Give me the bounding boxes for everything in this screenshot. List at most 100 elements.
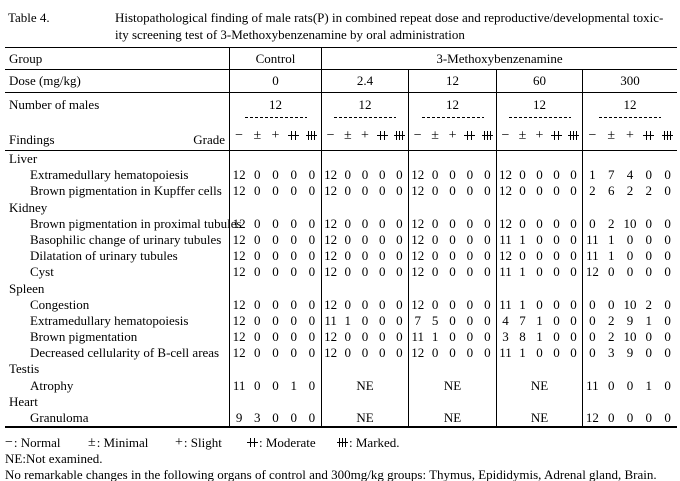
finding-row: Brown pigmentation in proximal tubules 12…	[5, 215, 677, 232]
count-value: 0	[396, 329, 403, 345]
grade-count-cell: 11 1 0 0 0	[321, 312, 408, 330]
count-value: 0	[645, 215, 653, 231]
grade-symbol-slot	[479, 129, 496, 141]
count-value: 0	[308, 248, 316, 264]
grade-count-cell: 12 0 0 0 0	[321, 296, 408, 313]
legend-item-normal: −: Normal	[5, 434, 88, 451]
grade-moderate-icon	[247, 437, 258, 449]
count-value: 1	[290, 377, 297, 393]
count-value: 0	[449, 231, 456, 247]
finding-row: Granuloma 9 3 0 0 0 NE NE NE 12 0 0 0 0	[5, 410, 677, 427]
grade-count-cell: 11 1 0 0 0	[496, 264, 582, 281]
count-value: 12	[324, 345, 338, 361]
count-value: 0	[570, 345, 577, 361]
count-value: 0	[536, 183, 543, 199]
grade-moderate-icon	[551, 129, 562, 141]
count-value: 0	[626, 264, 634, 280]
finding-label: Cyst	[30, 264, 54, 280]
findings-grade-header-row: Number of males Findings Grade 12 − ± + 12…	[5, 93, 677, 151]
grade-count-cell: 12 0 0 0 0	[321, 264, 408, 281]
count-value: 0	[344, 345, 352, 361]
count-value: 0	[664, 345, 671, 361]
grade-normal-icon: −	[501, 127, 510, 143]
empty-cell	[496, 393, 582, 410]
grade-count-cell: 12 0 0 0 0	[321, 231, 408, 249]
count-value: 0	[466, 231, 474, 247]
count-value: 0	[449, 345, 456, 361]
not-examined-cell: NE	[408, 377, 496, 394]
grade-normal-icon: −	[413, 127, 422, 143]
count-value: 2	[589, 183, 596, 199]
not-examined-value: NE	[356, 377, 374, 393]
count-value: 0	[553, 345, 560, 361]
count-value: 0	[344, 248, 352, 264]
count-value: 0	[308, 231, 316, 247]
count-value: 0	[308, 264, 316, 280]
count-value: 0	[466, 183, 474, 199]
count-value: 0	[570, 231, 577, 247]
finding-row: Dilatation of urinary tubules 12 0 0 0 0 12 0 0 0…	[5, 248, 677, 265]
count-value: 7	[607, 167, 615, 183]
organ-section-row: Testis	[5, 361, 677, 378]
dose-label: Dose (mg/kg)	[9, 73, 81, 88]
count-value: 0	[664, 215, 671, 231]
count-value: 0	[626, 231, 634, 247]
count-value: 7	[414, 312, 421, 328]
count-value: 12	[324, 183, 338, 199]
count-value: 0	[607, 377, 615, 393]
dose-value-12: 12	[408, 70, 496, 92]
substance-group-header: 3-Methoxybenzenamine	[321, 48, 677, 69]
grade-count-cell: 0 2 10 0 0	[582, 329, 677, 346]
organ-section-row: Liver	[5, 151, 677, 168]
count-value: 1	[607, 248, 615, 264]
count-value: 0	[254, 264, 261, 280]
count-value: 0	[254, 167, 261, 183]
grade-marked-icon	[337, 437, 348, 449]
grade-symbol-slot: −	[409, 127, 426, 143]
count-value: 11	[232, 377, 246, 393]
count-value: 0	[645, 264, 653, 280]
grade-normal-icon: −	[5, 435, 13, 451]
count-value: 0	[645, 231, 653, 247]
count-value: 1	[645, 312, 653, 328]
organ-section-row: Kidney	[5, 199, 677, 216]
count-value: 0	[290, 345, 297, 361]
count-value: 0	[431, 167, 439, 183]
count-value: 0	[272, 215, 279, 231]
count-value: 0	[645, 345, 653, 361]
count-value: 11	[586, 231, 599, 247]
histopathology-table: Group Control 3-Methoxybenzenamine Dose …	[5, 47, 677, 429]
not-examined-value: NE	[530, 410, 549, 425]
grade-symbols-row: − ± +	[322, 120, 408, 150]
grade-symbol-slot: −	[230, 128, 248, 142]
not-examined-value: NE	[356, 410, 374, 425]
count-value: 12	[499, 215, 512, 231]
count-value: 0	[645, 410, 653, 425]
count-value: 0	[344, 264, 352, 280]
count-value: 0	[466, 312, 474, 328]
count-value: 12	[324, 248, 338, 264]
count-value: 11	[499, 345, 512, 361]
count-value: 0	[664, 167, 671, 183]
count-value: 12	[232, 183, 246, 199]
count-value: 0	[254, 312, 261, 328]
count-value: 1	[519, 264, 526, 280]
count-value: 0	[344, 167, 352, 183]
count-value: 0	[431, 248, 439, 264]
count-value: 0	[626, 377, 634, 393]
males-count: 12	[533, 97, 546, 112]
grade-moderate-icon	[643, 129, 655, 141]
count-value: 0	[254, 296, 261, 312]
count-value: 0	[361, 312, 369, 328]
grade-minimal-icon: ±	[88, 435, 96, 451]
grade-normal-icon: −	[588, 127, 597, 143]
table-caption: Table 4. Histopathological finding of ma…	[0, 0, 680, 43]
grade-count-cell: 11 1 0 0 0	[496, 296, 582, 313]
grade-count-cell: 12 0 0 0 0	[408, 248, 496, 265]
count-value: 0	[664, 410, 671, 425]
count-value: 0	[431, 231, 439, 247]
group-header-row: Group Control 3-Methoxybenzenamine	[5, 48, 677, 70]
finding-label: Decreased cellularity of B-cell areas	[30, 345, 220, 361]
